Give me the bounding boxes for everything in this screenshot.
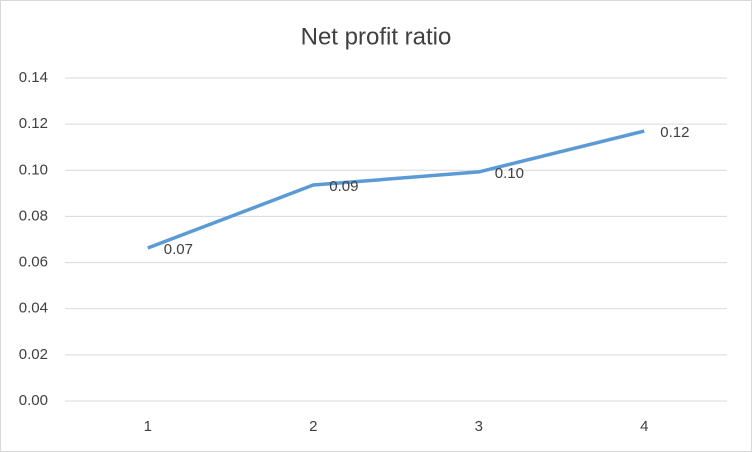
x-tick-label: 1 (144, 418, 152, 435)
y-tick-label: 0.08 (19, 207, 48, 224)
x-tick-label: 3 (475, 418, 483, 435)
chart-title: Net profit ratio (301, 23, 452, 50)
x-tick-label: 2 (309, 418, 317, 435)
data-label: 0.07 (164, 241, 193, 258)
y-tick-label: 0.12 (19, 115, 48, 132)
data-label: 0.12 (660, 124, 689, 141)
y-tick-label: 0.06 (19, 254, 48, 271)
data-label: 0.10 (495, 165, 524, 182)
data-label: 0.09 (329, 178, 358, 195)
y-tick-label: 0.02 (19, 346, 48, 363)
y-tick-label: 0.14 (19, 69, 48, 86)
y-tick-label: 0.04 (19, 300, 48, 317)
x-tick-label: 4 (640, 418, 648, 435)
line-series (147, 129, 645, 250)
y-tick-label: 0.00 (19, 392, 48, 409)
y-tick-label: 0.10 (19, 161, 48, 178)
